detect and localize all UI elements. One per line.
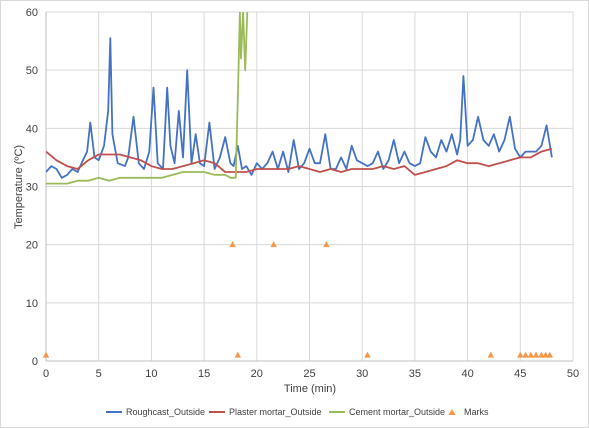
legend-swatch-marks xyxy=(448,409,456,415)
legend-label-marks: Marks xyxy=(464,407,489,417)
x-tick-label: 10 xyxy=(145,368,157,380)
mark-point xyxy=(487,351,494,358)
x-axis-title: Time (min) xyxy=(284,383,336,395)
mark-point xyxy=(527,351,535,358)
x-tick-label: 0 xyxy=(43,368,49,380)
legend-item-plaster: Plaster mortar_Outside xyxy=(209,407,322,417)
y-tick-label: 10 xyxy=(26,298,38,310)
legend-item-marks: Marks xyxy=(448,407,489,417)
mark-point xyxy=(538,351,545,358)
y-axis-title: Temperature (ºC) xyxy=(13,145,25,229)
mark-point xyxy=(542,351,549,358)
series-line-cement xyxy=(46,12,249,185)
mark-point xyxy=(323,241,330,248)
mark-point xyxy=(234,351,242,358)
y-tick-label: 50 xyxy=(26,65,38,77)
mark-point xyxy=(522,351,529,358)
x-tick-label: 20 xyxy=(251,368,263,380)
axes xyxy=(45,12,573,362)
y-tick-label: 0 xyxy=(32,356,38,368)
x-tick-label: 35 xyxy=(409,368,421,380)
x-tick-label: 40 xyxy=(461,368,473,380)
y-tick-label: 40 xyxy=(26,123,38,135)
gridlines xyxy=(46,11,574,361)
x-tick-label: 50 xyxy=(567,368,579,380)
legend-item-roughcast: Roughcast_Outside xyxy=(106,407,205,417)
series-line-roughcast xyxy=(46,37,553,179)
legend-label-cement: Cement mortar_Outside xyxy=(349,407,445,417)
x-tick-label: 15 xyxy=(198,368,210,380)
legend-label-roughcast: Roughcast_Outside xyxy=(126,407,205,417)
series-layer xyxy=(46,12,553,185)
y-tick-label: 60 xyxy=(26,7,38,19)
y-tick-label: 30 xyxy=(26,182,38,194)
x-tick-label: 45 xyxy=(514,368,526,380)
series-line-plaster xyxy=(46,147,553,176)
legend-item-cement: Cement mortar_Outside xyxy=(329,407,445,417)
mark-point xyxy=(42,351,50,358)
mark-point xyxy=(364,351,371,358)
x-tick-label: 25 xyxy=(303,368,315,380)
y-tick-label: 20 xyxy=(26,240,38,252)
tick-labels: 0 5 10 15 20 25 30 35 40 45 50 0 10 20 30 40 50 60 xyxy=(26,7,579,380)
legend-label-plaster: Plaster mortar_Outside xyxy=(229,407,322,417)
x-tick-label: 5 xyxy=(96,368,102,380)
mark-point xyxy=(229,241,236,248)
mark-point xyxy=(532,351,540,358)
marks-layer xyxy=(42,241,554,358)
mark-point xyxy=(546,351,554,358)
mark-point xyxy=(270,241,277,248)
mark-point xyxy=(517,351,524,358)
x-tick-label: 30 xyxy=(356,368,368,380)
legend: Roughcast_Outside Plaster mortar_Outside… xyxy=(106,407,489,417)
